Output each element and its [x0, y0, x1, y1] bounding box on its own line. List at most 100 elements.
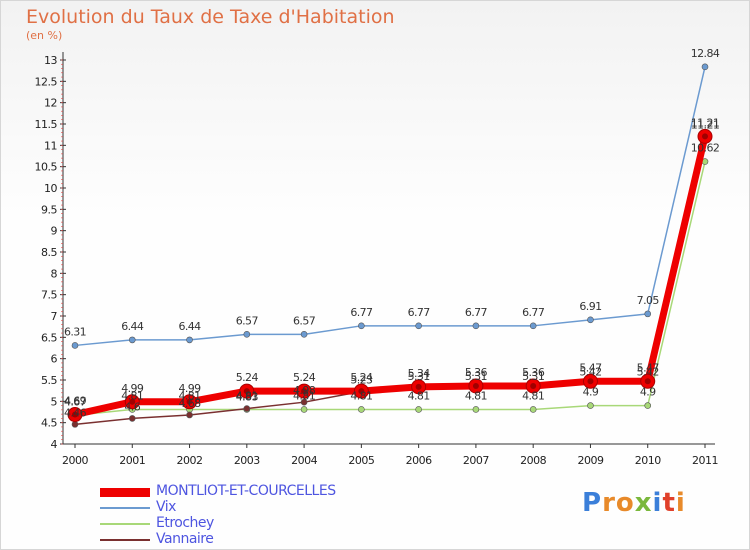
- data-point: [701, 63, 709, 71]
- data-point-core: [530, 382, 537, 389]
- x-tick-label: 2010: [635, 454, 661, 467]
- data-point: [300, 331, 308, 338]
- data-point: [415, 322, 422, 330]
- chart-subtitle: (en %): [26, 29, 63, 42]
- y-tick-label: 4: [51, 438, 58, 451]
- series-line-etrochey: [74, 160, 706, 417]
- data-label: 4.6: [124, 400, 140, 413]
- data-label: 4.9: [583, 386, 599, 399]
- data-point: [186, 411, 193, 419]
- y-tick-label: 11: [44, 139, 57, 152]
- logo-letter: t: [662, 488, 676, 518]
- data-label: 6.57: [236, 314, 259, 327]
- data-point-core: [301, 388, 308, 395]
- data-point: [587, 402, 594, 409]
- y-tick-label: 11.5: [35, 118, 58, 131]
- y-tick-label: 9: [51, 225, 58, 238]
- legend-swatch: [100, 539, 150, 541]
- data-point-core: [129, 398, 136, 405]
- logo-letter: P: [582, 488, 603, 518]
- data-point-core: [702, 133, 708, 140]
- data-label: 5.42: [637, 365, 659, 378]
- data-point: [128, 336, 136, 344]
- data-label: 4.67: [64, 395, 87, 408]
- data-label: 4.81: [293, 389, 315, 402]
- data-point: [587, 316, 594, 324]
- data-point: [472, 406, 480, 413]
- series-line-vix: [74, 66, 706, 347]
- data-label: 4.81: [236, 389, 258, 402]
- y-tick-label: 6: [51, 353, 58, 366]
- logo-letter: r: [602, 488, 616, 518]
- data-point: [300, 406, 308, 413]
- data-point-core: [243, 388, 250, 395]
- legend-swatch: [100, 487, 150, 497]
- y-tick-label: 13: [44, 54, 57, 67]
- data-label: 4.81: [408, 389, 430, 402]
- data-label: 10.62: [691, 142, 720, 155]
- data-label: 12.84: [691, 47, 720, 60]
- data-label: 4.98: [293, 384, 316, 397]
- data-label: 5.24: [350, 371, 373, 384]
- data-label: 4.68: [178, 397, 201, 410]
- data-label: 7.05: [637, 294, 660, 307]
- x-tick-label: 2007: [463, 454, 489, 467]
- logo-letter: i: [652, 488, 663, 518]
- y-tick-label: 10: [44, 182, 57, 195]
- data-label: 4.99: [178, 382, 201, 395]
- data-point-core: [72, 411, 78, 418]
- data-point: [300, 398, 308, 406]
- proxiti-logo: Proxiti: [582, 488, 686, 518]
- data-label: 5.23: [350, 374, 373, 387]
- data-label: 6.31: [64, 325, 86, 338]
- legend-label: MONTLIOT-ET-COURCELLES: [156, 483, 336, 499]
- y-tick-label: 12: [44, 97, 57, 110]
- data-label: 5.31: [408, 370, 430, 383]
- data-label: 4.81: [350, 389, 372, 402]
- data-point: [243, 405, 251, 412]
- legend-label: Vix: [156, 499, 176, 515]
- data-label: 4.81: [178, 389, 200, 402]
- data-label: 6.77: [522, 306, 545, 319]
- data-point-core: [587, 378, 594, 385]
- y-tick-label: 10.5: [35, 161, 58, 174]
- data-point: [529, 322, 537, 330]
- data-point-core: [186, 398, 193, 405]
- data-label: 6.77: [465, 306, 488, 319]
- data-label: 4.69: [64, 395, 87, 408]
- y-tick-label: 12.5: [35, 75, 58, 88]
- data-label: 5.31: [522, 370, 544, 383]
- data-label: 6.57: [293, 314, 316, 327]
- data-label: 5.47: [637, 361, 660, 374]
- data-label: 4.9: [640, 386, 656, 399]
- data-point-core: [472, 382, 479, 389]
- x-tick-label: 2006: [406, 454, 432, 467]
- x-tick-label: 2009: [577, 454, 603, 467]
- y-tick-label: 5: [51, 395, 58, 408]
- data-point: [358, 322, 365, 330]
- logo-letter: x: [634, 488, 653, 518]
- data-point: [128, 415, 136, 422]
- data-label: 4.81: [121, 389, 143, 402]
- data-label: 4.99: [121, 382, 144, 395]
- data-point: [529, 406, 537, 413]
- series-line-montliot-et-courcelles: [71, 132, 709, 419]
- data-point-core: [415, 383, 422, 390]
- y-tick-label: 6.5: [41, 331, 57, 344]
- x-tick-label: 2011: [692, 454, 718, 467]
- data-label: 5.42: [579, 365, 601, 378]
- x-tick-label: 2000: [62, 454, 88, 467]
- data-point: [415, 406, 422, 413]
- data-label: 5.24: [293, 371, 316, 384]
- data-label: 6.91: [579, 300, 601, 313]
- data-label: 4.83: [236, 391, 259, 404]
- y-tick-label: 8: [51, 267, 58, 280]
- data-point: [644, 402, 652, 409]
- data-label: 6.44: [178, 320, 201, 333]
- data-point: [472, 322, 480, 330]
- data-label: 4.46: [64, 406, 87, 419]
- legend-label: Etrochey: [156, 515, 214, 531]
- data-point-core: [644, 378, 651, 385]
